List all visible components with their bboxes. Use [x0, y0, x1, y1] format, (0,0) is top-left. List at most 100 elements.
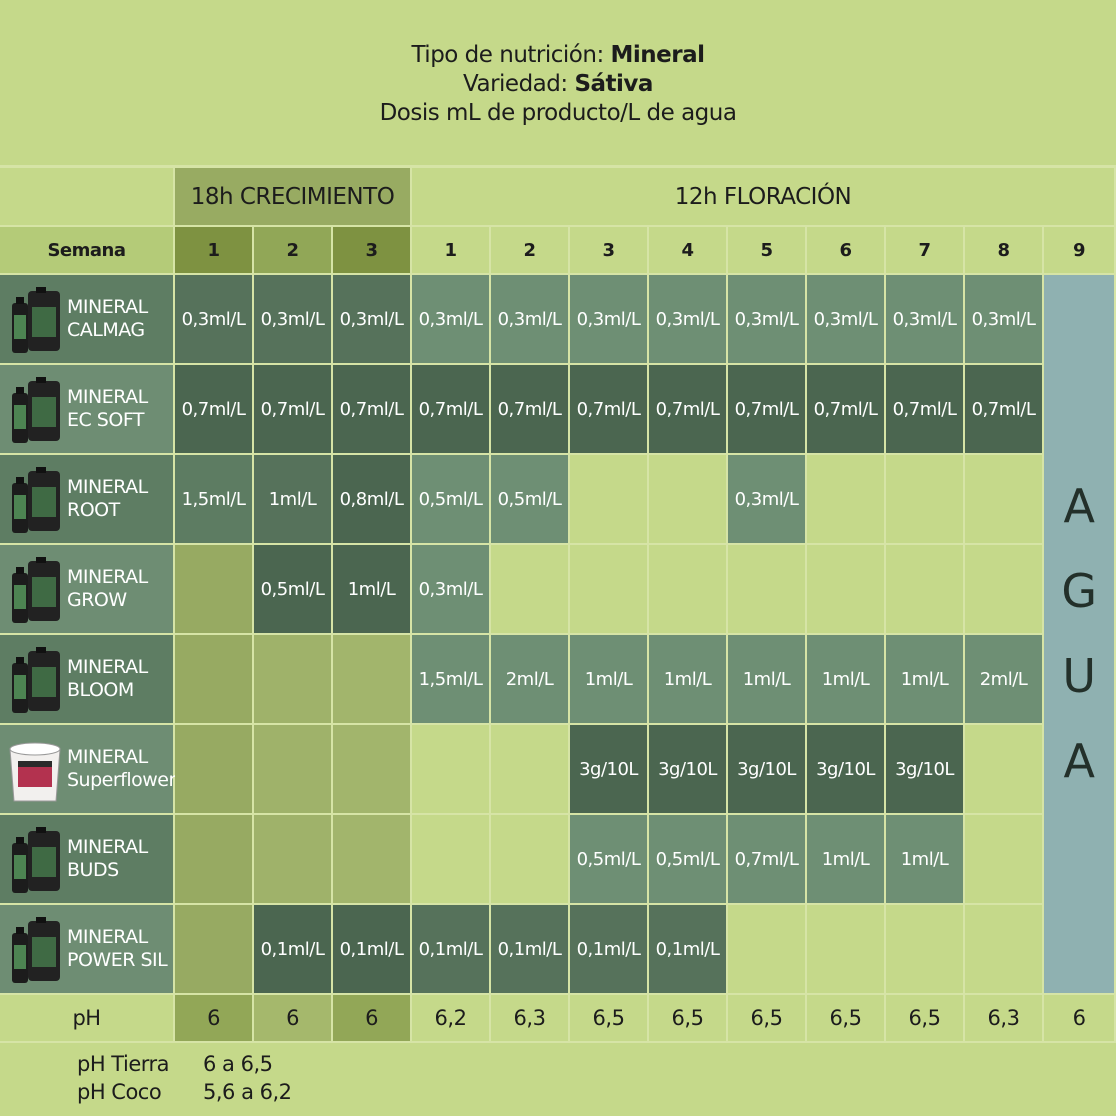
dose-cell: 1ml/L — [886, 815, 965, 905]
dose-cell: 0,7ml/L — [333, 365, 412, 455]
dose-cell — [965, 905, 1044, 995]
dose-cell: 1ml/L — [807, 635, 886, 725]
dose-cell: 0,3ml/L — [728, 455, 807, 545]
dose-cell: 1ml/L — [570, 635, 649, 725]
product-name: MINERAL EC SOFT — [67, 386, 148, 432]
dose-cell: 1,5ml/L — [175, 455, 254, 545]
dose-cell: 0,5ml/L — [570, 815, 649, 905]
dose-cell — [886, 905, 965, 995]
product-image — [12, 287, 60, 353]
value: Mineral — [610, 42, 706, 68]
dose-cell: 1ml/L — [728, 635, 807, 725]
product-line: GROW — [67, 589, 127, 611]
week-header: 6 — [807, 227, 886, 275]
dose-cell — [175, 725, 254, 815]
header-line: Dosis mL de producto/L de agua — [379, 100, 737, 126]
week-label: Semana — [0, 227, 175, 275]
dose-cell — [175, 545, 254, 635]
dose-cell: 0,3ml/L — [175, 275, 254, 365]
dose-cell: 0,7ml/L — [728, 815, 807, 905]
dose-cell — [175, 815, 254, 905]
label: Tipo de nutrición: — [411, 42, 604, 68]
product-cell: MINERAL CALMAG — [0, 275, 175, 365]
ph-value: 6,5 — [728, 995, 807, 1043]
dose-cell — [412, 815, 491, 905]
ph-value: 6 — [1044, 995, 1116, 1043]
water-letter: A — [1063, 734, 1095, 788]
product-line: Superflower — [67, 769, 176, 791]
dose-cell — [807, 905, 886, 995]
dose-cell: 0,7ml/L — [491, 365, 570, 455]
ph-value: 6,3 — [491, 995, 570, 1043]
dose-cell — [886, 455, 965, 545]
dose-cell: 0,7ml/L — [886, 365, 965, 455]
dose-cell — [175, 635, 254, 725]
week-header: 3 — [333, 227, 412, 275]
dose-cell: 0,7ml/L — [570, 365, 649, 455]
dose-cell: 3g/10L — [807, 725, 886, 815]
dose-cell: 0,3ml/L — [807, 275, 886, 365]
product-cell: MINERAL POWER SIL — [0, 905, 175, 995]
dose-cell — [333, 815, 412, 905]
product-line: EC SOFT — [67, 409, 145, 431]
water-letter: U — [1062, 649, 1096, 703]
dose-cell: 0,1ml/L — [491, 905, 570, 995]
dose-cell: 0,7ml/L — [412, 365, 491, 455]
dose-cell: 2ml/L — [965, 635, 1044, 725]
dose-cell: 1,5ml/L — [412, 635, 491, 725]
dose-cell — [570, 545, 649, 635]
product-line: MINERAL — [67, 926, 148, 948]
product-line: MINERAL — [67, 296, 148, 318]
dose-cell — [491, 725, 570, 815]
dose-cell: 2ml/L — [491, 635, 570, 725]
dose-cell — [807, 545, 886, 635]
phase-header: 12h FLORACIÓN — [412, 168, 1116, 227]
dose-cell — [649, 545, 728, 635]
product-name: MINERAL BUDS — [67, 836, 148, 882]
ph-value: 6,5 — [649, 995, 728, 1043]
dose-cell: 0,3ml/L — [412, 275, 491, 365]
product-name: MINERAL Superflower — [67, 746, 176, 792]
phase-blank — [0, 168, 175, 227]
product-line: MINERAL — [67, 746, 148, 768]
product-image — [12, 467, 60, 533]
dose-cell — [728, 545, 807, 635]
product-line: BLOOM — [67, 679, 134, 701]
week-header: 1 — [412, 227, 491, 275]
dose-cell: 0,7ml/L — [807, 365, 886, 455]
product-line: MINERAL — [67, 476, 148, 498]
water-letter: G — [1061, 564, 1097, 618]
dose-cell — [412, 725, 491, 815]
dose-cell: 1ml/L — [649, 635, 728, 725]
product-image — [12, 377, 60, 443]
dose-cell: 0,5ml/L — [254, 545, 333, 635]
week-header: 3 — [570, 227, 649, 275]
dose-cell — [807, 455, 886, 545]
product-line: MINERAL — [67, 836, 148, 858]
footer-text: 6 a 6,5 — [203, 1052, 273, 1076]
dose-cell: 0,1ml/L — [570, 905, 649, 995]
dose-cell — [491, 815, 570, 905]
dose-cell — [491, 545, 570, 635]
ph-value: 6,5 — [570, 995, 649, 1043]
rule — [0, 165, 1116, 168]
dose-cell: 3g/10L — [886, 725, 965, 815]
week-header: 2 — [254, 227, 333, 275]
dose-cell: 0,3ml/L — [333, 275, 412, 365]
dose-cell — [649, 455, 728, 545]
ph-value: 6,5 — [807, 995, 886, 1043]
header-line: Variedad: Sátiva — [0, 71, 1116, 97]
product-image — [12, 557, 60, 623]
dose-cell: 0,7ml/L — [728, 365, 807, 455]
dose-cell — [254, 635, 333, 725]
dose-cell — [254, 815, 333, 905]
dose-cell: 1ml/L — [886, 635, 965, 725]
dose-cell — [965, 725, 1044, 815]
ph-value: 6,3 — [965, 995, 1044, 1043]
header-line: Tipo de nutrición: Mineral — [0, 42, 1116, 68]
week-header: 7 — [886, 227, 965, 275]
dose-cell: 0,3ml/L — [965, 275, 1044, 365]
dose-cell: 0,1ml/L — [412, 905, 491, 995]
